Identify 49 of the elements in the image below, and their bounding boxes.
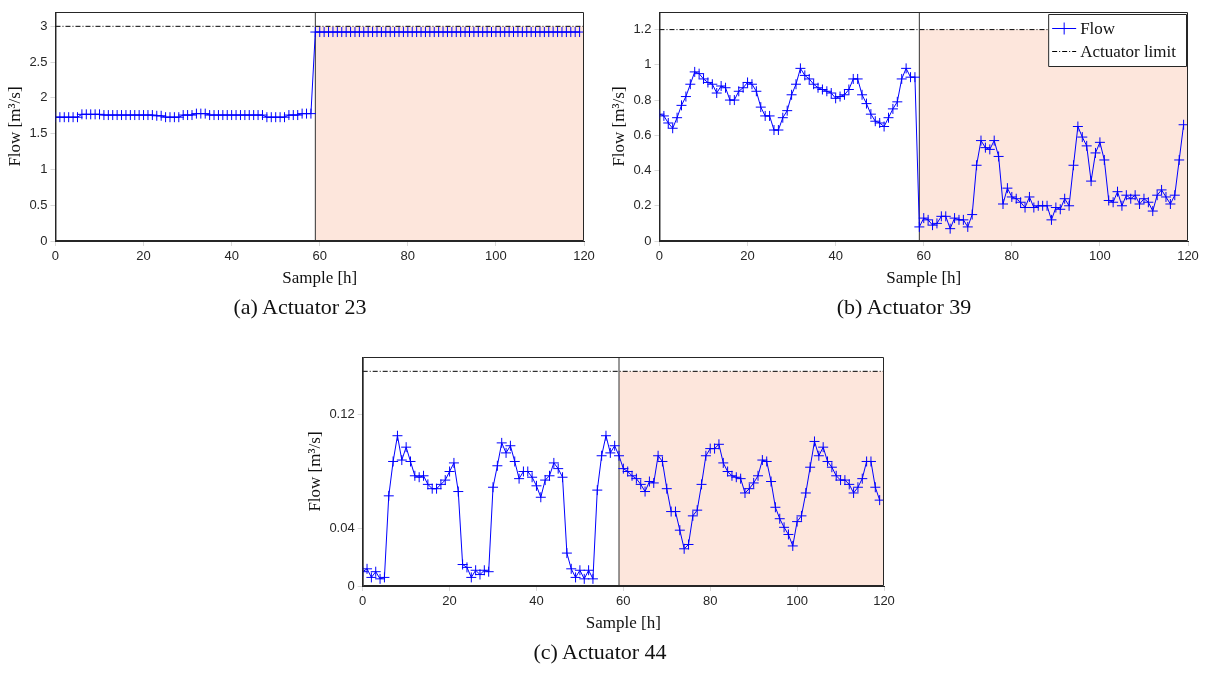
x-tick-label: 60 xyxy=(916,248,931,264)
y-tick-label: 1.2 xyxy=(633,21,652,37)
x-tick-label: 100 xyxy=(786,593,808,609)
y-tick-label: 2.5 xyxy=(29,53,48,69)
legend-label: Actuator limit xyxy=(1080,41,1177,61)
x-tick-label: 80 xyxy=(400,248,416,264)
x-tick-label: 60 xyxy=(312,248,327,264)
x-axis-title: Sample [h] xyxy=(886,268,962,288)
x-tick-label: 0 xyxy=(655,248,664,264)
x-tick-label: 40 xyxy=(828,248,843,264)
y-axis-title: Flow [m³/s] xyxy=(304,431,324,512)
x-tick-label: 100 xyxy=(1089,248,1111,264)
y-axis-title: Flow [m³/s] xyxy=(4,86,24,167)
x-axis-title: Sample [h] xyxy=(282,268,358,288)
y-tick-label: 1 xyxy=(644,56,652,72)
y-tick-label: 3 xyxy=(40,17,48,33)
y-tick-label: 0 xyxy=(644,232,652,248)
legend-label: Flow xyxy=(1080,18,1116,38)
y-tick-label: 0.6 xyxy=(633,126,652,142)
text: (a) Actuator 23 xyxy=(232,294,368,320)
x-tick-label: 40 xyxy=(529,593,544,609)
text: (c) Actuator 44 xyxy=(532,639,668,665)
x-tick-label: 40 xyxy=(224,248,239,264)
y-tick-label: 1.5 xyxy=(29,125,48,141)
x-tick-label: 0 xyxy=(51,248,60,264)
y-tick-label: 0.04 xyxy=(329,520,355,536)
y-tick-label: 0.4 xyxy=(633,162,652,178)
y-axis-title: Flow [m³/s] xyxy=(608,86,628,167)
y-tick-label: 2 xyxy=(40,89,48,105)
x-tick-label: 0 xyxy=(359,593,367,609)
y-tick-label: 1 xyxy=(40,161,48,177)
text: (b) Actuator 39 xyxy=(835,294,973,320)
x-tick-label: 120 xyxy=(573,248,595,264)
x-tick-label: 60 xyxy=(616,593,631,609)
x-tick-label: 80 xyxy=(703,593,718,609)
x-tick-label: 120 xyxy=(873,593,895,609)
x-tick-label: 20 xyxy=(136,248,151,264)
y-tick-label: 0 xyxy=(347,577,355,593)
x-tick-label: 80 xyxy=(1004,248,1020,264)
y-tick-label: 0.5 xyxy=(29,196,48,212)
y-tick-label: 0.12 xyxy=(329,405,355,421)
x-axis-title: Sample [h] xyxy=(585,613,661,633)
x-tick-label: 20 xyxy=(442,593,457,609)
x-tick-label: 100 xyxy=(485,248,507,264)
x-tick-label: 120 xyxy=(1177,248,1199,264)
y-tick-label: 0 xyxy=(40,232,48,248)
y-tick-label: 0.2 xyxy=(633,197,652,213)
x-tick-label: 20 xyxy=(740,248,755,264)
y-tick-label: 0.8 xyxy=(633,91,652,107)
